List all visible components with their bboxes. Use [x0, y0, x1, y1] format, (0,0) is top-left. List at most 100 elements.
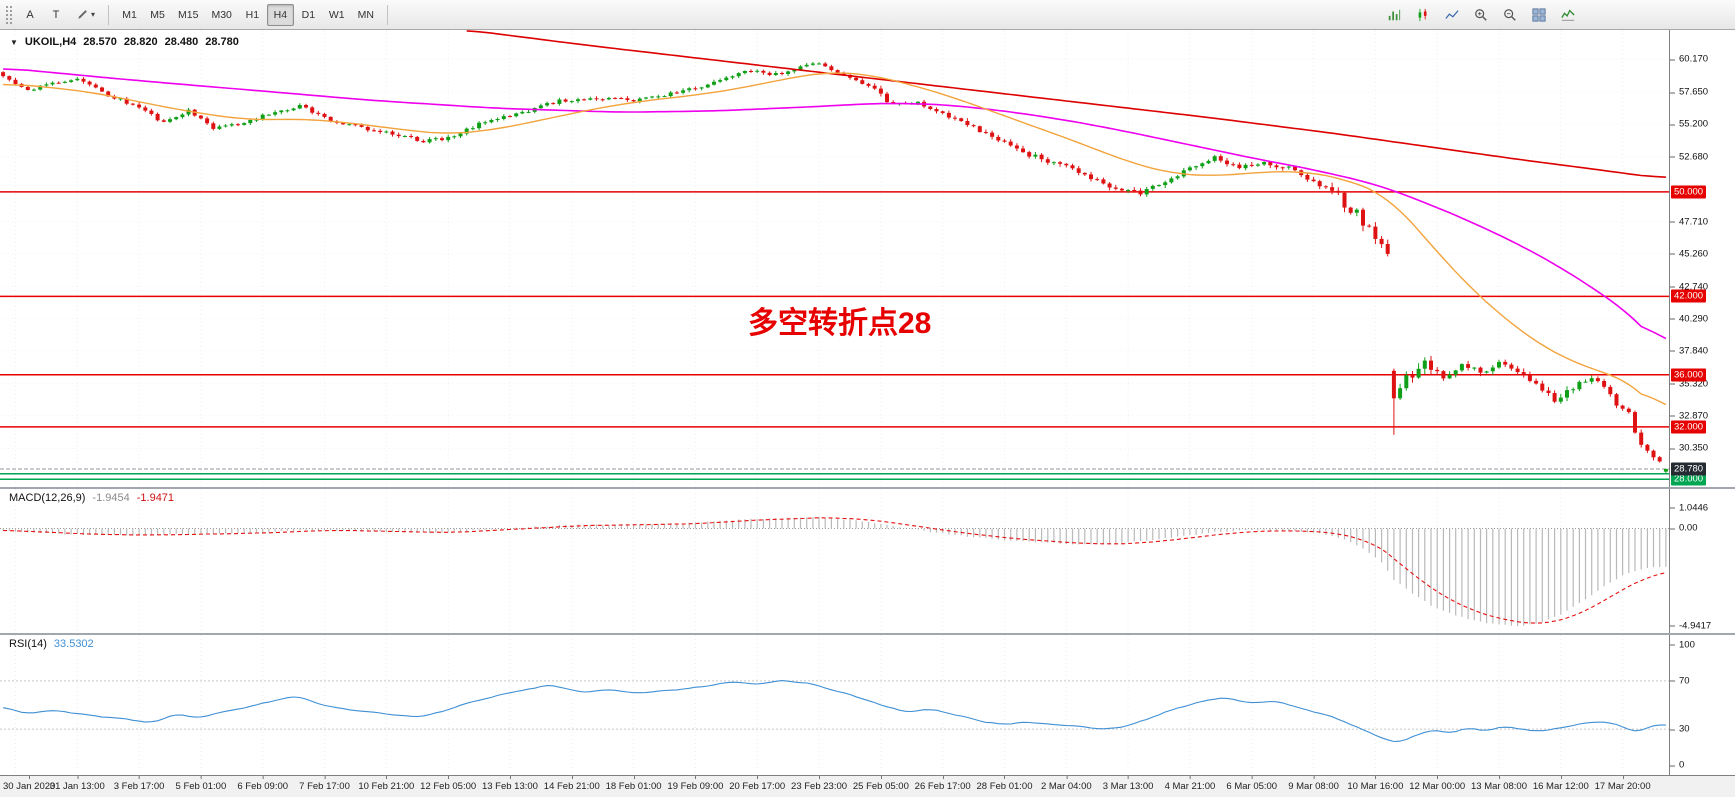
axis-tick: 37.840 — [1669, 345, 1709, 357]
chart-tools-group — [1381, 4, 1581, 26]
chart-title[interactable]: ▼ UKOIL,H4 28.570 28.820 28.480 28.780 — [6, 35, 243, 49]
time-label: 10 Mar 16:00 — [1347, 776, 1404, 792]
time-label: 13 Mar 08:00 — [1471, 776, 1527, 792]
level-price-badge: 32.000 — [1671, 420, 1707, 434]
price-chart[interactable] — [0, 30, 1669, 487]
level-price-badge: 28.000 — [1671, 472, 1707, 486]
timeframe-d1[interactable]: D1 — [301, 8, 316, 21]
chart-annotation-text: 多空转折点28 — [748, 307, 932, 340]
panel-divider[interactable] — [0, 633, 1735, 635]
axis-tick: 35.320 — [1669, 378, 1709, 390]
axis-tick: 0.00 — [1670, 522, 1698, 534]
price-axis[interactable]: 60.170 57.650 55.200 52.680 47.710 45.260 42.7… — [1669, 30, 1735, 487]
zoom-in-icon[interactable] — [1468, 4, 1494, 26]
timeframe-m30[interactable]: M30 — [211, 8, 232, 21]
bar-chart-icon[interactable] — [1381, 4, 1407, 26]
time-label: 6 Feb 09:00 — [237, 776, 289, 792]
axis-tick: 52.680 — [1669, 151, 1709, 163]
axis-tick: 40.290 — [1669, 313, 1709, 325]
price-chart-panel: 60.170 57.650 55.200 52.680 47.710 45.260 42.7… — [0, 30, 1735, 487]
level-price-badge: 50.000 — [1671, 185, 1707, 199]
low-value: 28.480 — [164, 36, 199, 48]
time-axis[interactable]: 30 Jan 2020 31 Jan 13:00 3 Feb 17:00 5 Feb … — [0, 775, 1735, 797]
draw-tool[interactable]: ▾ — [70, 4, 101, 26]
axis-tick: 30 — [1670, 723, 1690, 735]
rsi-panel: 100 70 30 0 RSI(14) 33.5302 — [0, 635, 1735, 775]
axis-tick: -4.9417 — [1669, 620, 1712, 632]
time-label: 17 Mar 20:00 — [1594, 776, 1651, 792]
time-label: 25 Feb 05:00 — [852, 776, 909, 792]
time-label: 4 Mar 21:00 — [1164, 776, 1216, 792]
macd-chart[interactable] — [0, 489, 1669, 633]
text-tool[interactable]: T — [52, 8, 60, 21]
rsi-name: RSI(14) — [9, 638, 47, 650]
drawing-tools-group: A T ▾ — [18, 4, 101, 26]
high-value: 28.820 — [123, 36, 158, 48]
candlestick-chart-icon[interactable] — [1410, 4, 1436, 26]
timeframe-h4[interactable]: H4 — [266, 3, 294, 26]
zoom-out-icon[interactable] — [1497, 4, 1523, 26]
axis-tick: 42.740 — [1669, 281, 1709, 293]
timeframe-m5[interactable]: M5 — [150, 8, 165, 21]
line-chart-icon[interactable] — [1439, 4, 1465, 26]
rsi-chart[interactable] — [0, 635, 1669, 775]
time-label: 3 Mar 13:00 — [1102, 776, 1154, 792]
axis-tick: 60.170 — [1669, 53, 1709, 65]
timeframe-h1[interactable]: H1 — [245, 8, 260, 21]
time-label: 3 Feb 17:00 — [113, 776, 165, 792]
axis-tick: 47.710 — [1669, 216, 1709, 228]
time-label: 2 Mar 04:00 — [1040, 776, 1092, 792]
open-value: 28.570 — [83, 36, 117, 48]
time-label: 18 Feb 01:00 — [605, 776, 662, 792]
axis-tick: 1.0446 — [1669, 502, 1709, 514]
time-label: 23 Feb 23:00 — [791, 776, 848, 792]
rsi-axis[interactable]: 100 70 30 0 — [1669, 635, 1735, 775]
timeframe-m1[interactable]: M1 — [122, 8, 137, 21]
time-label: 19 Feb 09:00 — [667, 776, 724, 792]
toolbar-separator — [386, 4, 388, 25]
macd-main-value: -1.9454 — [92, 492, 130, 504]
bid-price-badge: 28.780 — [1671, 462, 1707, 476]
close-value: 28.780 — [205, 36, 239, 48]
timeframe-mn[interactable]: MN — [357, 8, 374, 21]
time-label: 12 Mar 00:00 — [1409, 776, 1466, 792]
level-price-badge: 42.000 — [1671, 289, 1707, 303]
time-label: 20 Feb 17:00 — [729, 776, 786, 792]
macd-signal-value: -1.9471 — [136, 492, 175, 504]
axis-tick: 70 — [1670, 675, 1690, 687]
time-label: 28 Feb 01:00 — [976, 776, 1033, 792]
chart-workspace: 60.170 57.650 55.200 52.680 47.710 45.260 42.7… — [0, 30, 1735, 797]
tile-windows-icon[interactable] — [1526, 4, 1552, 26]
axis-tick: 100 — [1670, 639, 1695, 651]
macd-panel: 1.0446 0.00 -4.9417 MACD(12,26,9) -1.9454 … — [0, 489, 1735, 633]
time-label: 16 Mar 12:00 — [1532, 776, 1589, 792]
axis-tick: 45.260 — [1669, 248, 1709, 260]
axis-tick: 57.650 — [1669, 86, 1709, 98]
cursor-tool[interactable]: A — [26, 8, 34, 21]
axis-tick: 30.350 — [1669, 442, 1709, 454]
toolbar-separator — [108, 4, 110, 25]
dropdown-caret-icon: ▾ — [91, 10, 96, 19]
macd-name: MACD(12,26,9) — [9, 492, 86, 504]
time-label: 30 Jan 2020 — [3, 776, 56, 792]
panel-divider[interactable] — [0, 487, 1735, 489]
time-label: 26 Feb 17:00 — [914, 776, 971, 792]
timeframe-w1[interactable]: W1 — [328, 8, 345, 21]
rsi-label: RSI(14) 33.5302 — [6, 638, 97, 650]
time-label: 5 Feb 01:00 — [175, 776, 227, 792]
time-label: 13 Feb 13:00 — [481, 776, 538, 792]
rsi-value: 33.5302 — [53, 638, 94, 650]
one-click-caret-icon[interactable]: ▼ — [10, 37, 18, 47]
chart-toolbar: A T ▾ M1 M5 M15 M30 H1 H4 D1 W1 MN — [0, 0, 1735, 30]
time-label: 12 Feb 05:00 — [420, 776, 477, 792]
timeframe-group: M1 M5 M15 M30 H1 H4 D1 W1 MN — [116, 3, 380, 26]
level-price-badge: 36.000 — [1671, 368, 1707, 382]
time-label: 6 Mar 05:00 — [1226, 776, 1278, 792]
time-label: 14 Feb 21:00 — [543, 776, 600, 792]
timeframe-m15[interactable]: M15 — [178, 8, 199, 21]
toolbar-grip[interactable] — [5, 4, 12, 25]
indicators-icon[interactable] — [1555, 4, 1581, 26]
macd-axis[interactable]: 1.0446 0.00 -4.9417 — [1669, 489, 1735, 633]
time-label: 7 Feb 17:00 — [299, 776, 350, 792]
